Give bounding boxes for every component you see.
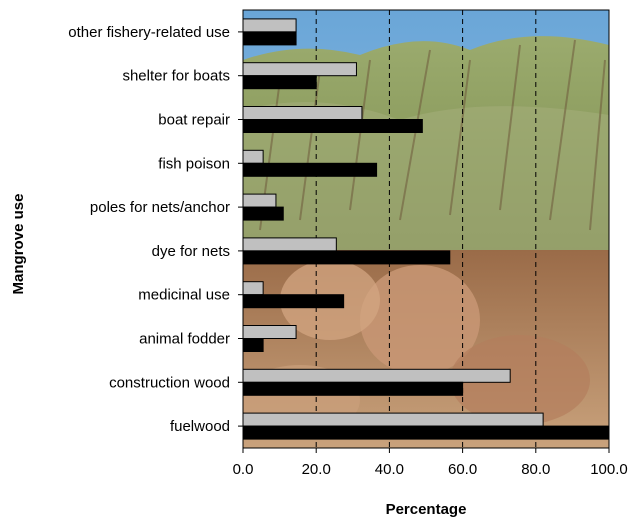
- x-axis-title: Percentage: [386, 501, 467, 518]
- x-tick-label: 60.0: [448, 461, 477, 478]
- category-label: animal fodder: [139, 331, 230, 348]
- category-label: medicinal use: [138, 287, 230, 304]
- category-label: other fishery-related use: [68, 24, 230, 41]
- x-tick-label: 0.0: [233, 461, 254, 478]
- category-labels: other fishery-related use shelter for boa…: [68, 24, 243, 435]
- category-label: poles for nets/anchor: [90, 199, 230, 216]
- bar-black: [242, 206, 284, 221]
- bar-grey: [242, 325, 297, 339]
- category-label: fish poison: [158, 155, 230, 172]
- bar-black: [242, 250, 451, 265]
- bar-grey: [242, 18, 297, 33]
- bar-grey: [242, 281, 264, 296]
- x-tick-label: 80.0: [521, 461, 550, 478]
- bar-grey: [242, 412, 544, 427]
- category-label: construction wood: [109, 374, 230, 391]
- bar-black: [242, 75, 317, 90]
- plot-frame: [242, 9, 610, 449]
- bar-grey: [242, 106, 363, 120]
- bar-black: [242, 381, 464, 396]
- bar-grey: [242, 368, 511, 383]
- bar-grey: [242, 62, 357, 77]
- y-axis-title: Mangrove use: [10, 194, 27, 295]
- bars: [242, 18, 610, 440]
- bar-black: [242, 162, 378, 177]
- x-tick-label: 20.0: [302, 461, 331, 478]
- bar-black: [242, 31, 297, 46]
- category-label: fuelwood: [170, 418, 230, 435]
- category-label: dye for nets: [152, 243, 230, 260]
- bar-black: [242, 338, 264, 352]
- category-label: shelter for boats: [122, 68, 230, 85]
- bar-grey: [242, 193, 277, 208]
- bar-grey: [242, 237, 337, 252]
- bar-grey: [242, 149, 264, 164]
- bar-black: [242, 119, 423, 133]
- category-label: boat repair: [158, 112, 230, 129]
- x-tick-label: 40.0: [375, 461, 404, 478]
- bar-black: [242, 425, 610, 440]
- tick-labels: 0.0 20.0 40.0 60.0 80.0 100.0: [233, 448, 628, 478]
- bar-black: [242, 294, 345, 309]
- x-tick-label: 100.0: [590, 461, 628, 478]
